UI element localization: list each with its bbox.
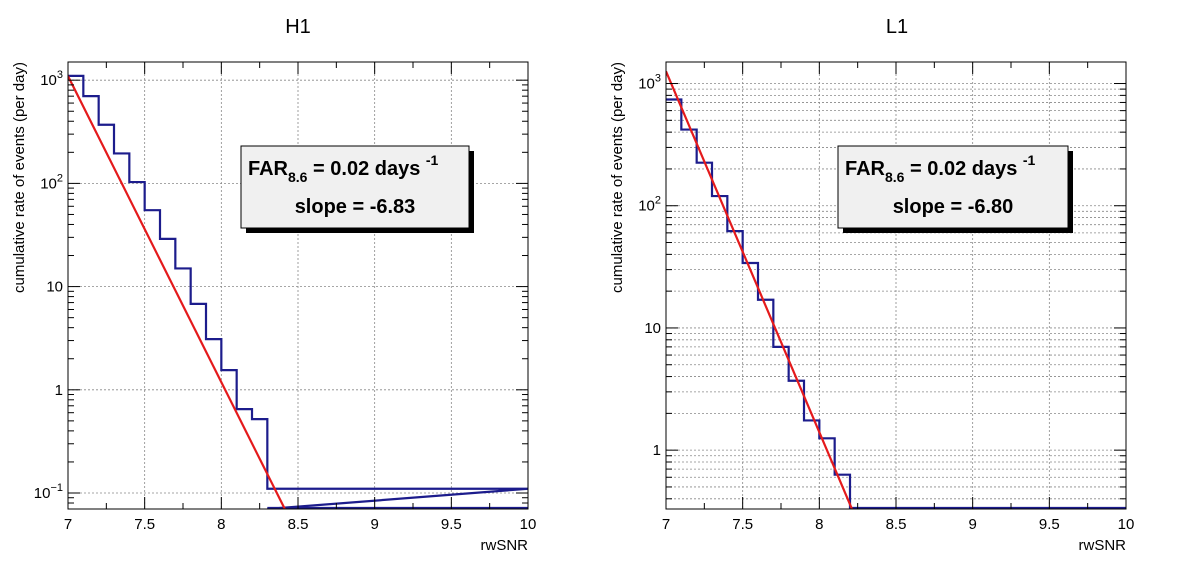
histogram-steps xyxy=(666,98,852,509)
y-tick-label: 10 xyxy=(644,320,661,337)
chart-h1: 7 7.5 8 8.5 9 9.5 10rwSNR10−1110102103cumulati… xyxy=(11,16,536,554)
slope-label: slope = -6.80 xyxy=(893,196,1014,218)
far-subscript: 8.6 xyxy=(885,169,905,185)
slope-label: slope = -6.83 xyxy=(295,196,416,218)
y-tick-label-exponent: 3 xyxy=(57,69,63,81)
x-tick-label: 8 xyxy=(217,516,225,533)
y-tick-label-base: 10 xyxy=(638,76,655,93)
far-label: FAR8.6 = 0.02 days -1 xyxy=(248,152,439,185)
y-axis-title: cumulative rate of events (per day) xyxy=(609,62,626,293)
x-tick-label: 10 xyxy=(1118,516,1135,533)
far-subscript: 8.6 xyxy=(288,169,308,185)
x-tick-label: 9 xyxy=(968,516,976,533)
far-superscript: -1 xyxy=(426,152,439,168)
y-tick-label: 103 xyxy=(638,73,661,93)
x-axis-title: rwSNR xyxy=(1079,537,1127,554)
y-tick-label-exponent: −1 xyxy=(50,482,63,494)
x-axis-title: rwSNR xyxy=(481,537,529,554)
y-tick-label: 102 xyxy=(40,172,63,192)
y-tick-label-base: 10 xyxy=(40,72,57,89)
x-tick-label: 8 xyxy=(815,516,823,533)
annotation-box xyxy=(837,145,1069,229)
chart-title: L1 xyxy=(886,16,908,38)
far-value: = 0.02 days xyxy=(307,158,425,180)
y-tick-label: 103 xyxy=(40,69,63,89)
y-tick-label-base: 10 xyxy=(34,485,51,502)
x-tick-label: 10 xyxy=(520,516,537,533)
far-name: FAR xyxy=(845,158,886,180)
plot-frame xyxy=(67,61,529,510)
far-label: FAR8.6 = 0.02 days -1 xyxy=(845,152,1036,185)
far-name: FAR xyxy=(248,158,289,180)
x-tick-label: 7.5 xyxy=(732,516,753,533)
y-tick-label-exponent: 2 xyxy=(57,172,63,184)
x-tick-label: 9.5 xyxy=(1039,516,1060,533)
x-tick-label: 7.5 xyxy=(134,516,155,533)
histogram-steps xyxy=(68,74,528,509)
fit-line xyxy=(68,75,287,509)
y-tick-label: 10−1 xyxy=(34,482,63,502)
x-tick-label: 9.5 xyxy=(441,516,462,533)
y-tick-label: 1 xyxy=(653,442,661,459)
y-tick-label-exponent: 2 xyxy=(655,195,661,207)
y-tick-label-base: 10 xyxy=(40,175,57,192)
x-axis: 7 7.5 8 8.5 9 9.5 10 xyxy=(64,62,537,533)
y-tick-label: 1 xyxy=(55,382,63,399)
x-tick-label: 8.5 xyxy=(886,516,907,533)
y-tick-label: 10 xyxy=(46,279,63,296)
y-tick-label-exponent: 3 xyxy=(655,73,661,85)
x-axis: 7 7.5 8 8.5 9 9.5 10 xyxy=(662,62,1135,533)
y-tick-label-base: 10 xyxy=(638,198,655,215)
y-tick-label-base: 1 xyxy=(653,442,661,459)
far-value: = 0.02 days xyxy=(904,158,1022,180)
grid xyxy=(68,62,528,509)
x-tick-label: 7 xyxy=(662,516,670,533)
x-tick-label: 9 xyxy=(370,516,378,533)
y-tick-label-base: 10 xyxy=(46,279,63,296)
y-axis-title: cumulative rate of events (per day) xyxy=(11,62,28,293)
annotation-box xyxy=(240,145,470,229)
x-tick-label: 8.5 xyxy=(288,516,309,533)
far-superscript: -1 xyxy=(1023,152,1036,168)
y-tick-label-base: 1 xyxy=(55,382,63,399)
fit-line xyxy=(666,70,854,509)
chart-title: H1 xyxy=(285,16,311,38)
y-tick-label: 102 xyxy=(638,195,661,215)
y-tick-label-base: 10 xyxy=(644,320,661,337)
x-tick-label: 7 xyxy=(64,516,72,533)
plot-frame xyxy=(665,61,1127,510)
grid xyxy=(666,62,1126,509)
